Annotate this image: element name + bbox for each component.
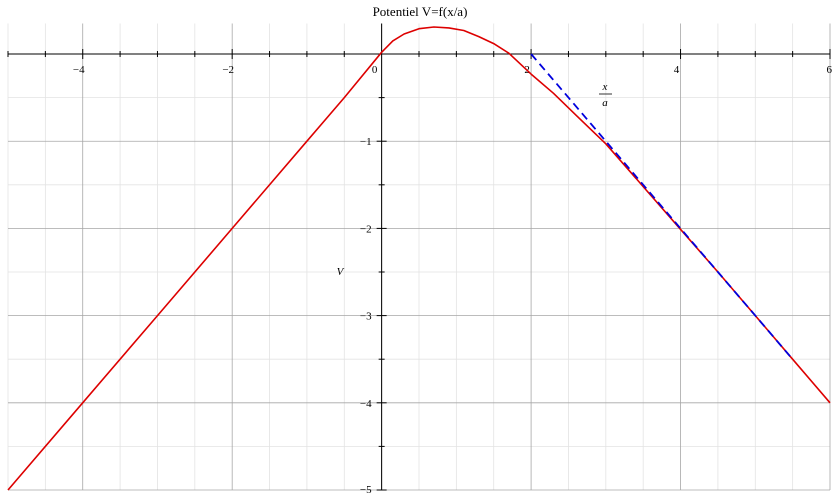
y-tick-label: −3	[360, 311, 372, 323]
y-tick-label: −2	[360, 223, 372, 235]
chart-title: Potentiel V=f(x/a)	[373, 4, 468, 19]
minor-gridlines	[7, 23, 830, 490]
x-tick-label: −2	[222, 64, 234, 76]
x-tick-labels: −4 −2 0 2 4 6	[73, 64, 833, 76]
series-line-solid	[7, 26, 831, 491]
annotation-fraction: x a	[599, 81, 612, 109]
y-axis-label: V	[337, 266, 345, 278]
series-line-dashed	[530, 53, 794, 360]
y-tick-label: −5	[360, 484, 372, 496]
x-tick-label: −4	[73, 64, 85, 76]
x-tick-label: 4	[674, 64, 680, 76]
x-tick-label: 0	[372, 64, 378, 76]
y-tick-label: −4	[360, 398, 372, 410]
annotation-numerator: x	[602, 81, 608, 93]
y-tick-labels: −1 −2 −3 −4 −5	[360, 136, 372, 496]
series-layer	[7, 26, 831, 491]
x-tick-label: 6	[827, 64, 833, 76]
annotation-denominator: a	[602, 97, 608, 109]
y-tick-label: −1	[360, 136, 372, 148]
